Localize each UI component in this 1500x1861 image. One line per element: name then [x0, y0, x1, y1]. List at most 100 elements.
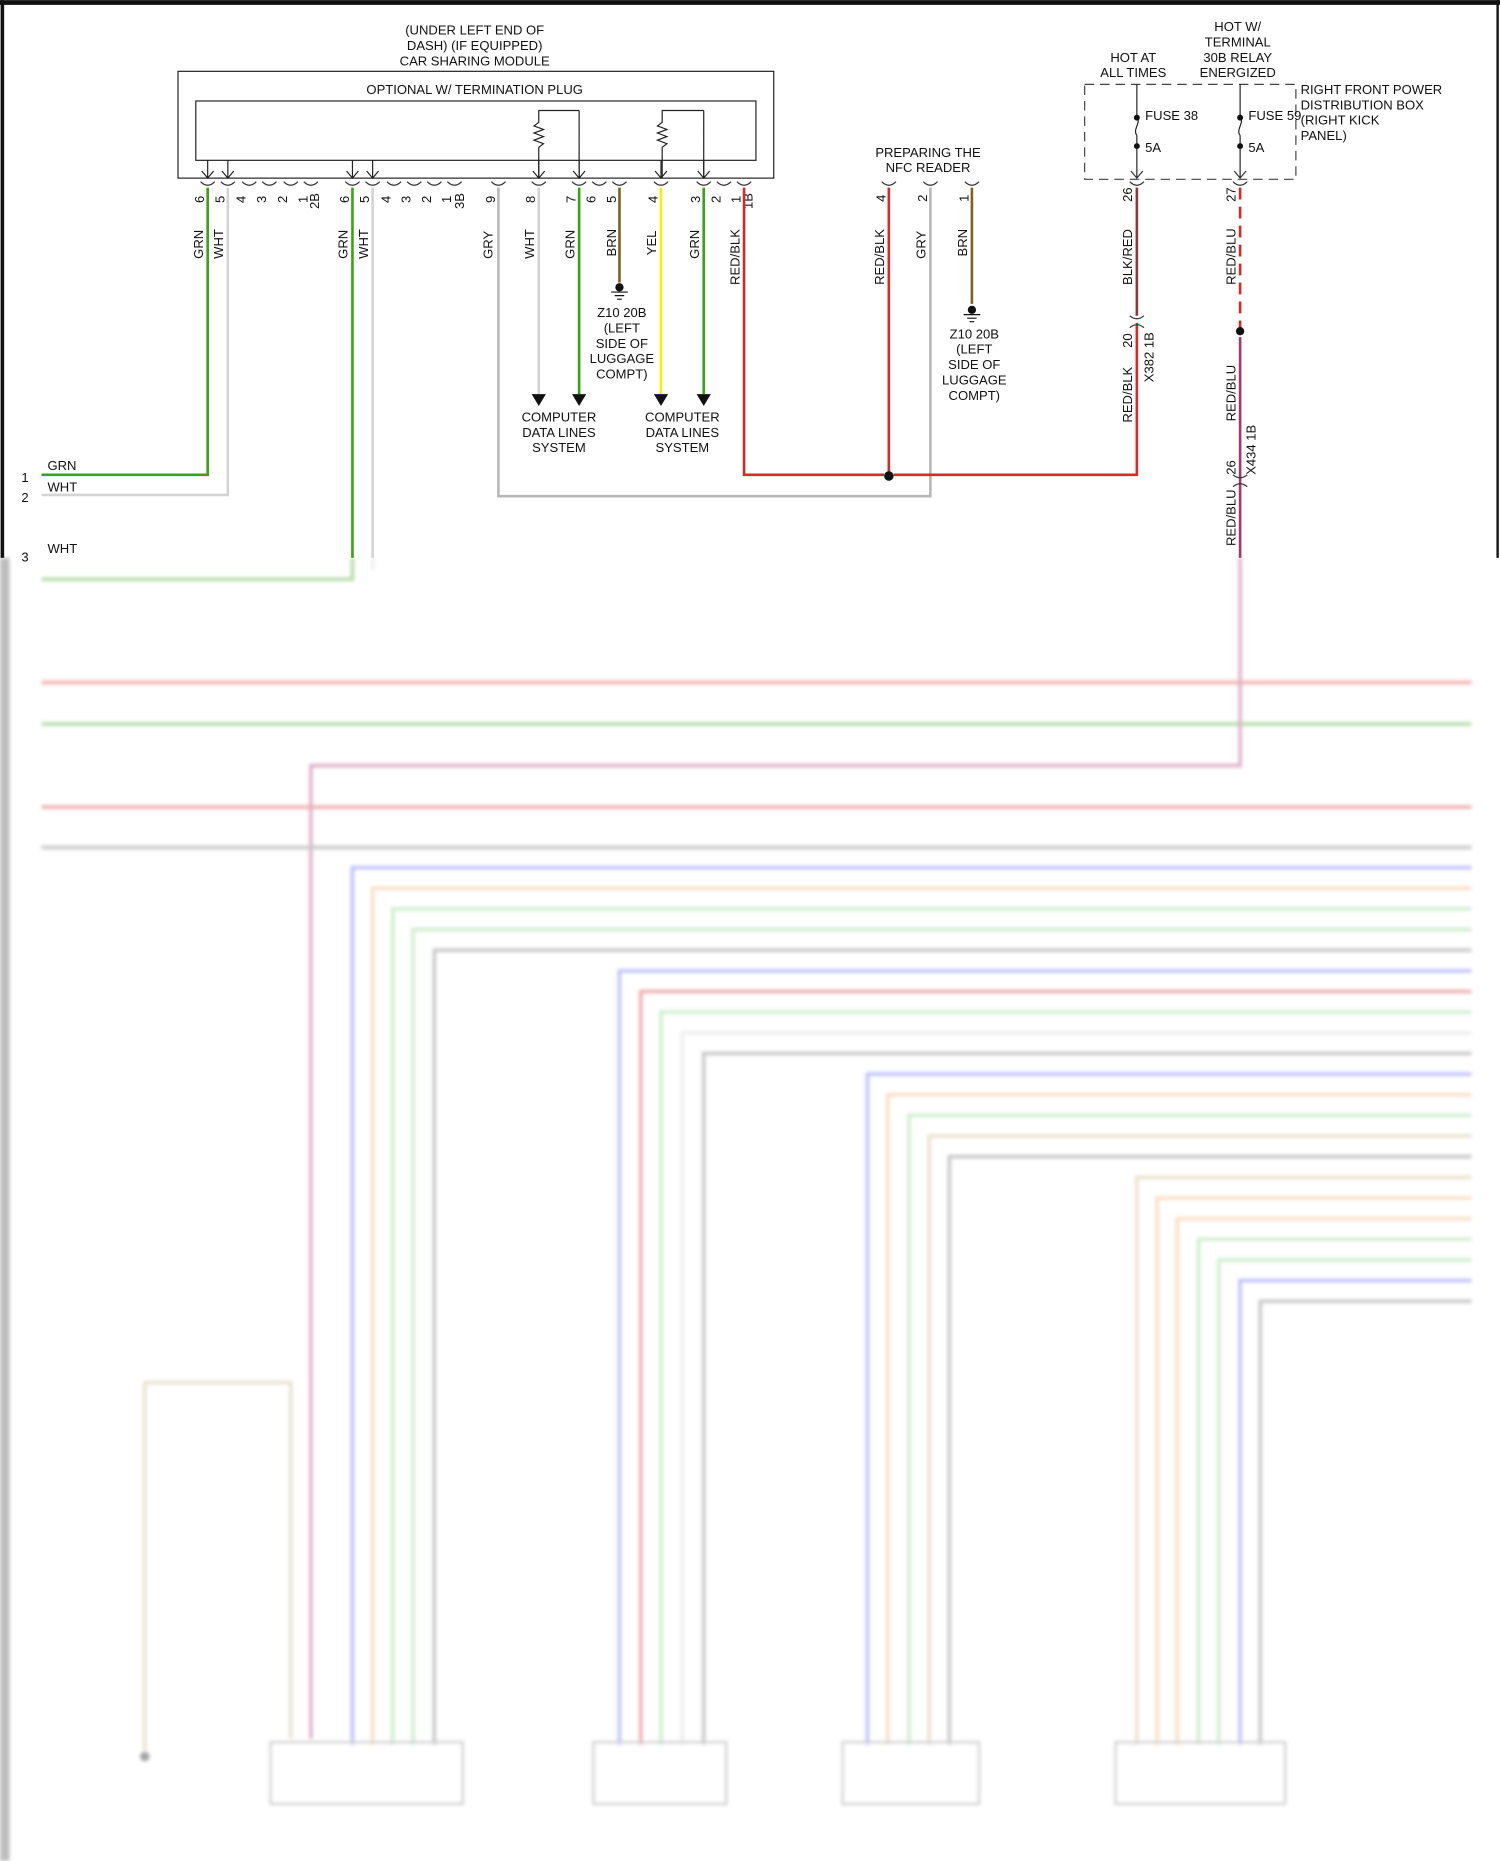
wire-color-label: BRN: [955, 229, 970, 257]
fuse-59-label: FUSE 59: [1248, 108, 1301, 123]
ground-icon: [140, 1751, 150, 1762]
module-pin-label: 2: [419, 196, 434, 203]
left-border: [0, 557, 10, 1861]
hot-relay-label: ENERGIZED: [1200, 65, 1276, 80]
pin-socket-icon: [653, 181, 669, 186]
ground-location-label: Z10 20B: [950, 326, 1000, 341]
module-pin-label: 6: [192, 196, 207, 203]
wire-color-label: BRN: [604, 229, 619, 257]
obscured-wire: [617, 969, 1472, 1745]
ground-location-label: SIDE OF: [948, 357, 1000, 372]
connector-pin-2: 2: [21, 490, 28, 505]
pin-socket-icon: [571, 181, 587, 186]
pin-socket-icon: [716, 181, 732, 186]
wire-color-label: WHT: [211, 229, 226, 259]
computer-data-lines-label: DATA LINES: [646, 425, 720, 440]
obscured-wire: [680, 1031, 1472, 1745]
arrow-down-icon: [696, 394, 711, 406]
arrow-down-icon: [571, 394, 587, 406]
wire-color-label: YEL: [644, 231, 659, 256]
obscured-wire: [309, 557, 1242, 1739]
inline-connector-icon: [1232, 474, 1248, 488]
ground-location-label: COMPT): [596, 367, 647, 382]
obscured-wire: [432, 948, 1472, 1745]
car-sharing-module: (UNDER LEFT END OF DASH) (IF EQUIPPED) C…: [177, 23, 775, 209]
computer-data-lines-label: COMPUTER: [645, 409, 720, 424]
pin-socket-icon: [611, 181, 628, 186]
pin-socket-icon: [881, 181, 897, 186]
module-pin-label: 1: [729, 196, 744, 203]
obscured-wire: [411, 927, 1472, 1745]
module-pin-label: 2B: [307, 193, 322, 209]
obscured-component: [1114, 1741, 1287, 1806]
wire-grn: [41, 187, 209, 477]
module-pin-label: 3: [399, 196, 414, 203]
arrow-icon: [697, 160, 711, 180]
pin-socket-icon: [922, 181, 938, 186]
ground-icon: [967, 305, 977, 315]
pin-socket-icon: [365, 181, 381, 186]
computer-data-lines-label: SYSTEM: [656, 440, 710, 455]
nfc-pin-label: 4: [873, 195, 888, 202]
distribution-box-label: DISTRIBUTION BOX: [1301, 97, 1425, 112]
connector-pin-3: 3: [21, 549, 28, 564]
computer-data-lines-label: DATA LINES: [522, 425, 596, 440]
arrow-icon: [346, 160, 359, 180]
wire-color-label: WHT: [356, 229, 371, 259]
splice-icon: [1235, 327, 1245, 336]
pin-socket-icon: [490, 181, 506, 186]
wire-color-label: GRY: [914, 230, 929, 258]
module-pin-label: 5: [212, 196, 227, 203]
fuse-pin-label: 27: [1223, 187, 1238, 202]
module-pin-label: 2: [275, 196, 290, 203]
pin-socket-icon: [964, 181, 980, 186]
module-title-3: CAR SHARING MODULE: [400, 53, 550, 68]
power-distribution-box: HOT AT ALL TIMES HOT W/ TERMINAL 30B REL…: [1084, 19, 1442, 180]
arrow-icon: [532, 160, 546, 180]
arrow-icon: [201, 160, 215, 180]
splice-icon: [884, 471, 894, 481]
obscured-wire: [701, 1051, 1472, 1745]
module-pin-label: 8: [523, 196, 538, 203]
ground-icon: [963, 314, 981, 323]
arrow-icon: [654, 160, 668, 180]
pin-socket-icon: [591, 181, 607, 186]
ground-location-label: LUGGAGE: [590, 351, 655, 366]
distribution-box-label: PANEL): [1301, 128, 1347, 143]
obscured-wire: [142, 1380, 293, 1751]
obscured-wire: [1175, 1216, 1472, 1745]
arrow-down-icon: [653, 394, 669, 406]
wire-color-label: GRN: [336, 230, 351, 259]
hot-relay-label: 30B RELAY: [1203, 50, 1272, 65]
obscured-wire: [391, 907, 1472, 1745]
obscured-wire: [947, 1154, 1472, 1745]
wire-red-blk: [742, 187, 1139, 477]
fuse-59-rating: 5A: [1248, 140, 1264, 155]
nfc-pin-label: 2: [915, 195, 930, 202]
module-pin-label: 1B: [740, 193, 755, 209]
wire-color-label: BLK/RED: [1120, 229, 1135, 285]
fuse-38-rating: 5A: [1145, 140, 1161, 155]
obscured-wire: [907, 1113, 1472, 1745]
connector-pin-label: 26: [1223, 460, 1238, 475]
pin-socket-icon: [220, 181, 236, 186]
arrow-down-icon: [531, 394, 546, 406]
wire-color-label: GRY: [480, 230, 495, 258]
ground-location-label: LUGGAGE: [942, 373, 1007, 388]
termination-plug-outline: [195, 100, 757, 161]
wire-labels: GRN WHT GRN WHT GRY WHT GRN BRN YEL GRN RED/BLK RED…: [191, 228, 1259, 546]
pin-socket-icon: [446, 181, 463, 186]
module-pin-label: 6: [337, 196, 352, 203]
nfc-reader-title: NFC READER: [886, 160, 971, 175]
inline-connector-icon: [1129, 315, 1145, 329]
ground-location-label: (LEFT: [956, 342, 992, 357]
module-outline: [177, 70, 775, 179]
obscured-wire: [1196, 1237, 1472, 1745]
fuse-38-label: FUSE 38: [1145, 108, 1198, 123]
fuse-icon: [1238, 84, 1243, 179]
arrow-icon: [221, 160, 235, 180]
module-pin-label: 5: [604, 196, 619, 203]
obscured-wire: [1238, 1278, 1472, 1745]
wire-gry: [497, 187, 932, 498]
obscured-lower-diagram: [0, 557, 1472, 1861]
